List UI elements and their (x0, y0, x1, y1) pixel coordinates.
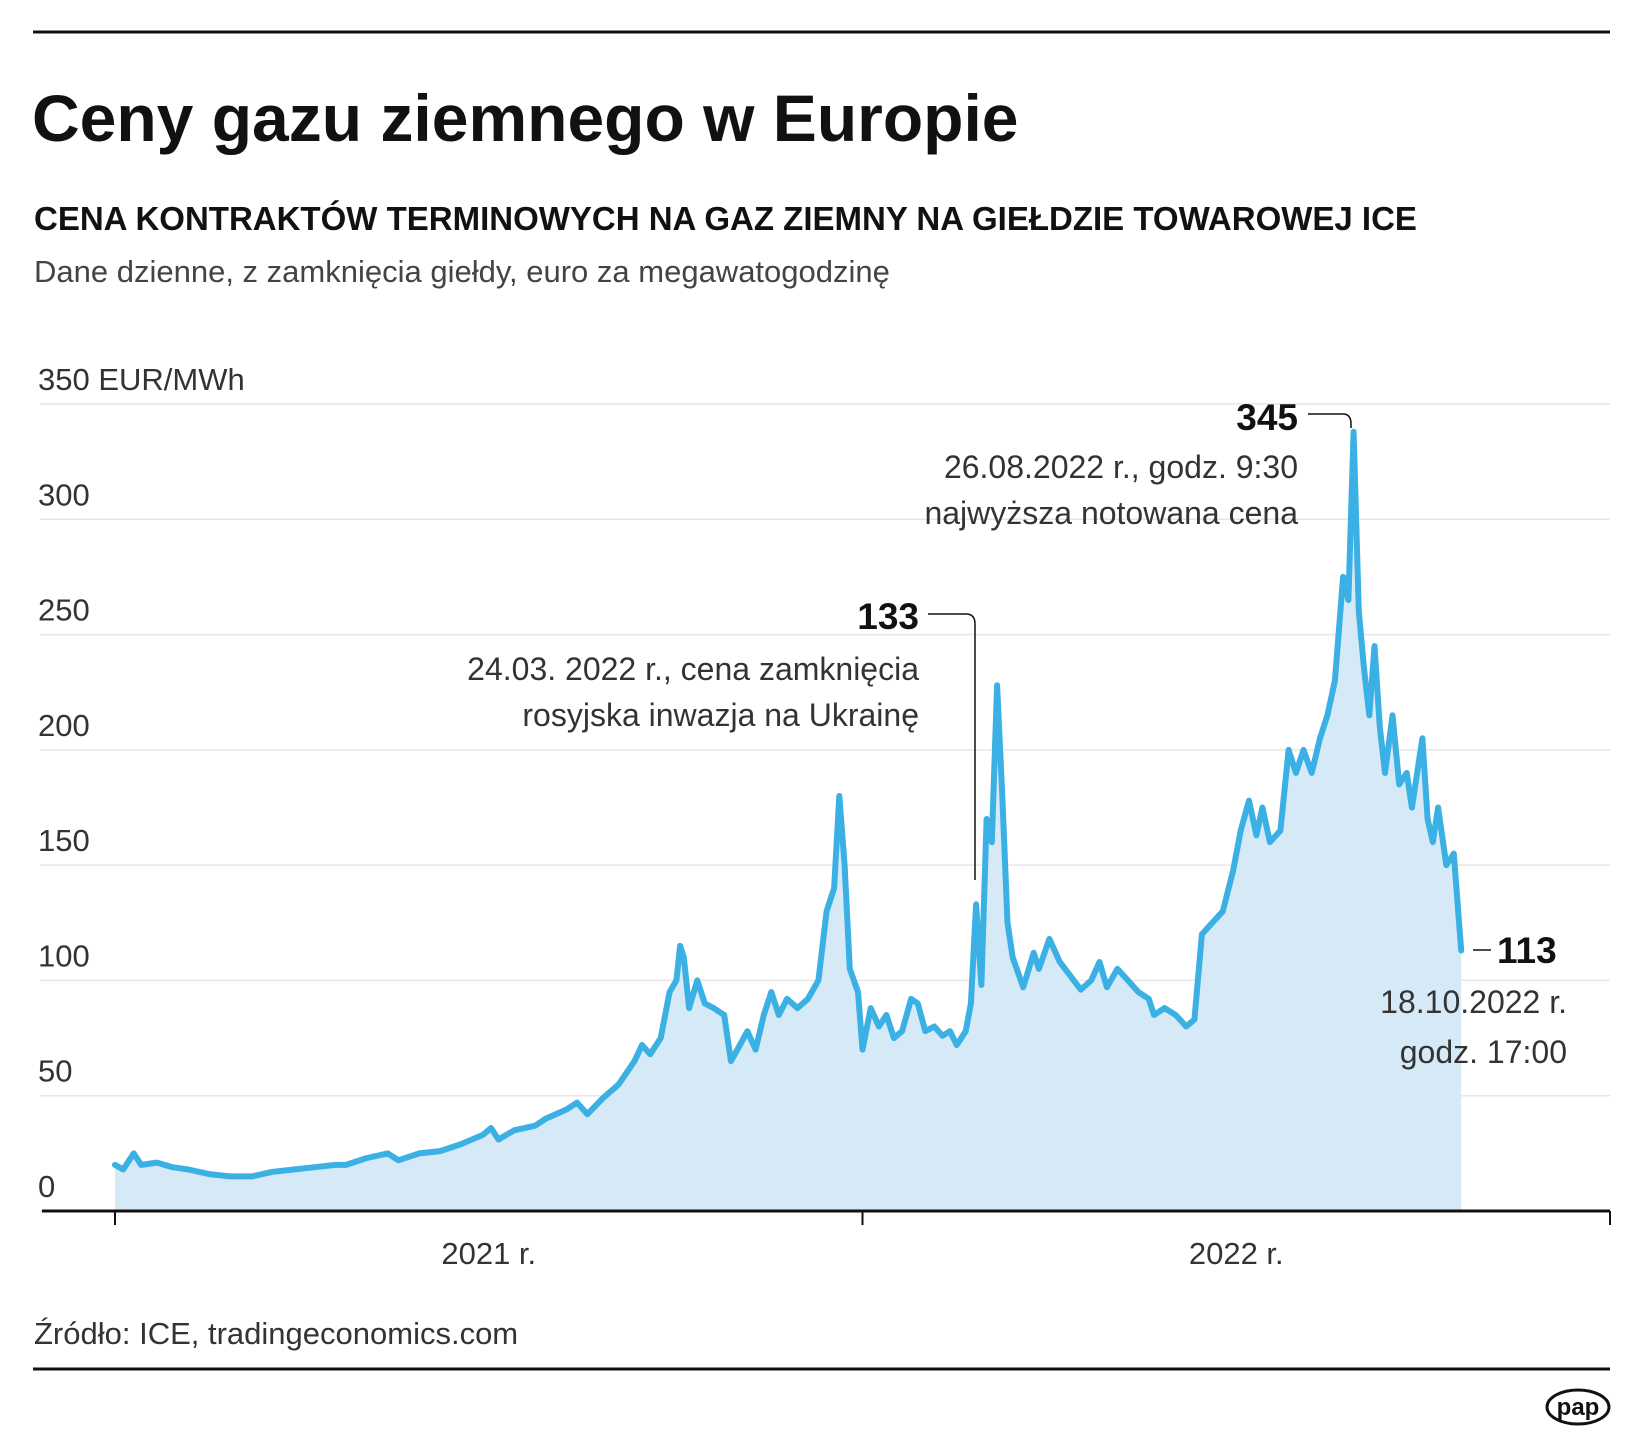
logo-badge (1545, 1388, 1611, 1426)
y-tick-label: 150 (38, 823, 90, 858)
annotation-value: 113 (1497, 930, 1557, 971)
chart-title: Ceny gazu ziemnego w Europie (32, 81, 1019, 155)
annotation-value: 133 (857, 596, 919, 637)
y-tick-label: 250 (38, 593, 90, 628)
annotation-leader (928, 613, 976, 880)
annotation-text: najwyższa notowana cena (924, 495, 1298, 531)
annotation-text: 18.10.2022 r. (1380, 984, 1567, 1020)
x-tick-label: 2021 r. (441, 1236, 536, 1271)
y-tick-label: 0 (38, 1169, 55, 1204)
chart-subtitle: CENA KONTRAKTÓW TERMINOWYCH NA GAZ ZIEMN… (34, 200, 1417, 237)
line (112, 428, 1465, 1180)
chart-description: Dane dzienne, z zamknięcia giełdy, euro … (34, 254, 890, 289)
annotation-text: rosyjska inwazja na Ukrainę (522, 697, 919, 733)
x-tick-label: 2022 r. (1189, 1236, 1284, 1271)
y-tick-label: 350 EUR/MWh (38, 362, 245, 397)
area (115, 431, 1462, 1211)
annotation-text: 24.03. 2022 r., cena zamknięcia (467, 651, 919, 687)
annotation-text: godz. 17:00 (1400, 1034, 1567, 1070)
y-tick-label: 50 (38, 1054, 72, 1089)
source: Źródło: ICE, tradingeconomics.com (34, 1316, 518, 1351)
annotation-text: 26.08.2022 r., godz. 9:30 (944, 449, 1298, 485)
annotation-value: 345 (1236, 397, 1298, 438)
y-tick-label: 100 (38, 938, 90, 973)
logo: pap (1557, 1394, 1600, 1421)
y-tick-label: 200 (38, 708, 90, 743)
annotation-leader (1308, 413, 1352, 428)
y-tick-label: 300 (38, 477, 90, 512)
